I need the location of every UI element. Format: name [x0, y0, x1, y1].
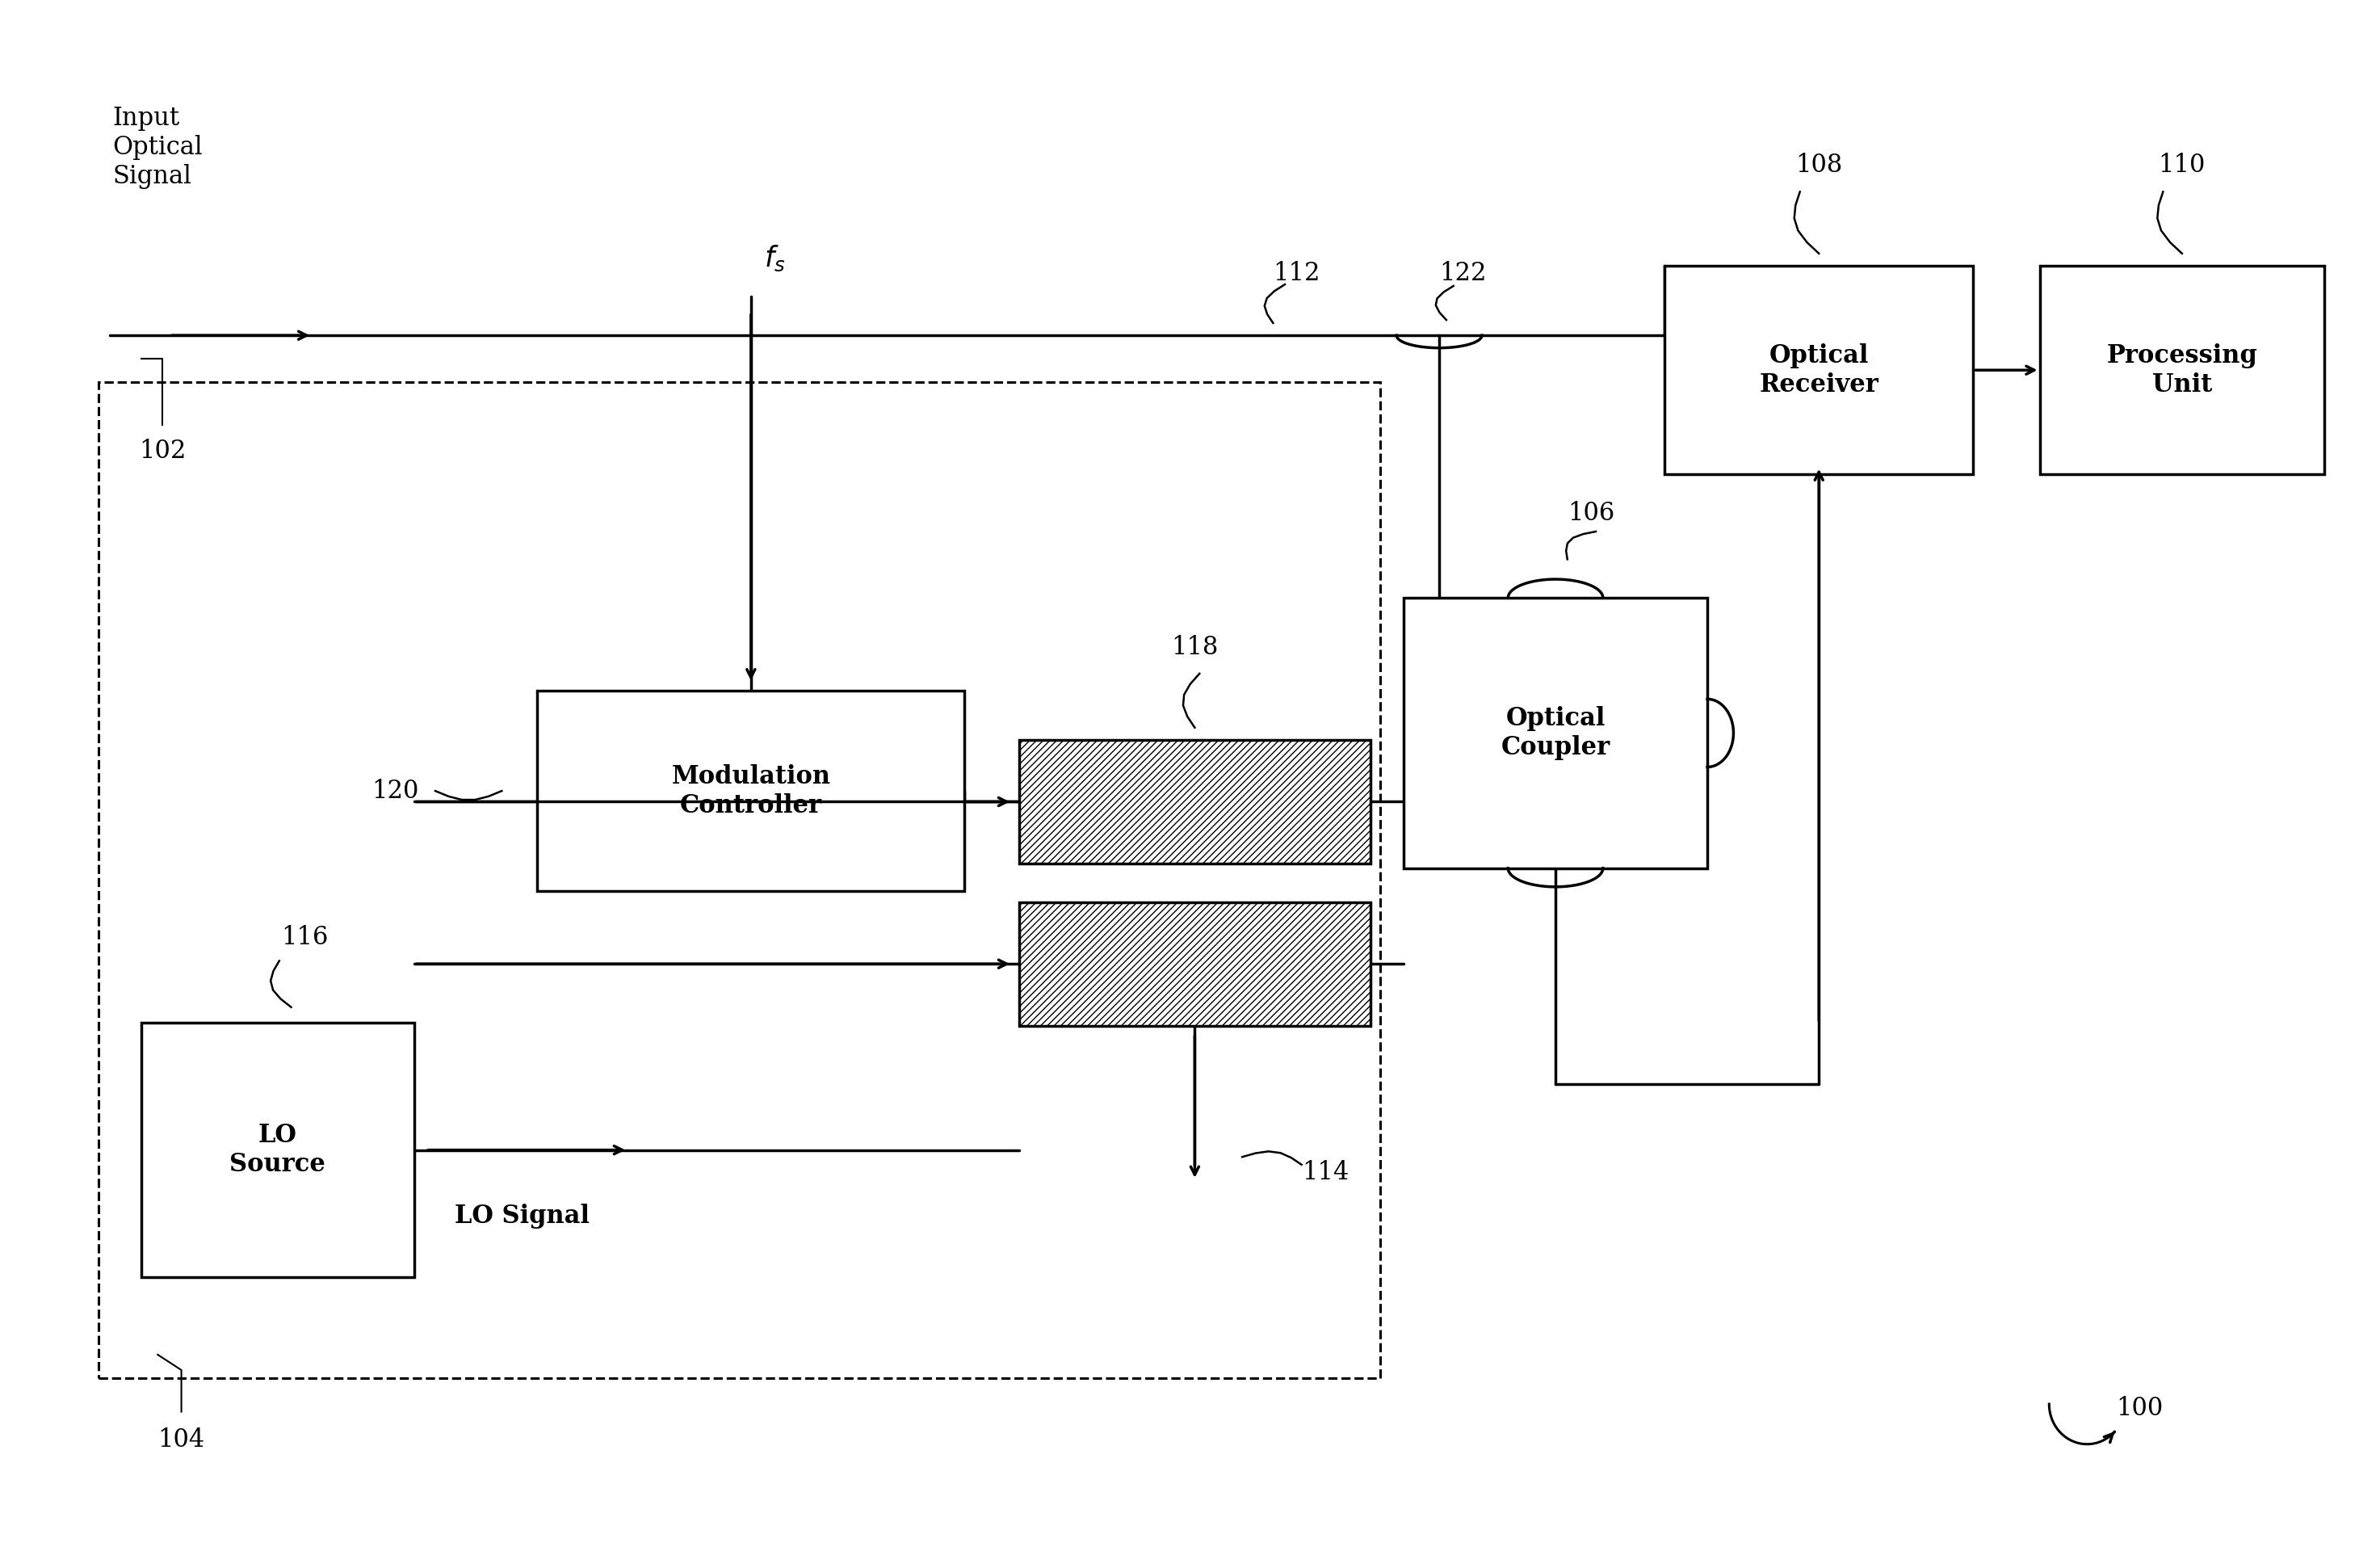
Text: 118: 118	[1171, 634, 1219, 659]
Text: Modulation
Controller: Modulation Controller	[671, 765, 831, 817]
Bar	[1019, 903, 1371, 1025]
Text: 106: 106	[1568, 501, 1614, 526]
Bar	[1019, 740, 1371, 864]
Text: Processing
Unit: Processing Unit	[2106, 343, 2259, 397]
Text: 104: 104	[157, 1427, 205, 1452]
Bar	[2040, 265, 2325, 475]
Text: Optical
Coupler: Optical Coupler	[1502, 706, 1611, 760]
Text: 108: 108	[1795, 154, 1842, 178]
Text: LO Signal: LO Signal	[455, 1204, 590, 1228]
Text: Input
Optical
Signal: Input Optical Signal	[112, 105, 202, 189]
Bar	[98, 382, 1380, 1377]
Bar	[538, 690, 964, 892]
Text: 102: 102	[138, 439, 186, 464]
Bar	[1019, 903, 1371, 1025]
Text: 112: 112	[1273, 261, 1321, 285]
Text: $f_s$: $f_s$	[764, 244, 785, 273]
Bar	[1404, 597, 1706, 869]
Bar	[140, 1022, 414, 1278]
Text: 116: 116	[281, 924, 328, 951]
Bar	[1664, 265, 1973, 475]
Text: 114: 114	[1302, 1160, 1349, 1185]
Text: 110: 110	[2159, 154, 2206, 178]
Text: 120: 120	[371, 779, 419, 803]
Bar	[1019, 740, 1371, 864]
Text: 122: 122	[1440, 261, 1488, 285]
Text: 100: 100	[2116, 1396, 2163, 1421]
Text: LO
Source: LO Source	[228, 1123, 326, 1177]
Text: Optical
Receiver: Optical Receiver	[1759, 343, 1878, 397]
